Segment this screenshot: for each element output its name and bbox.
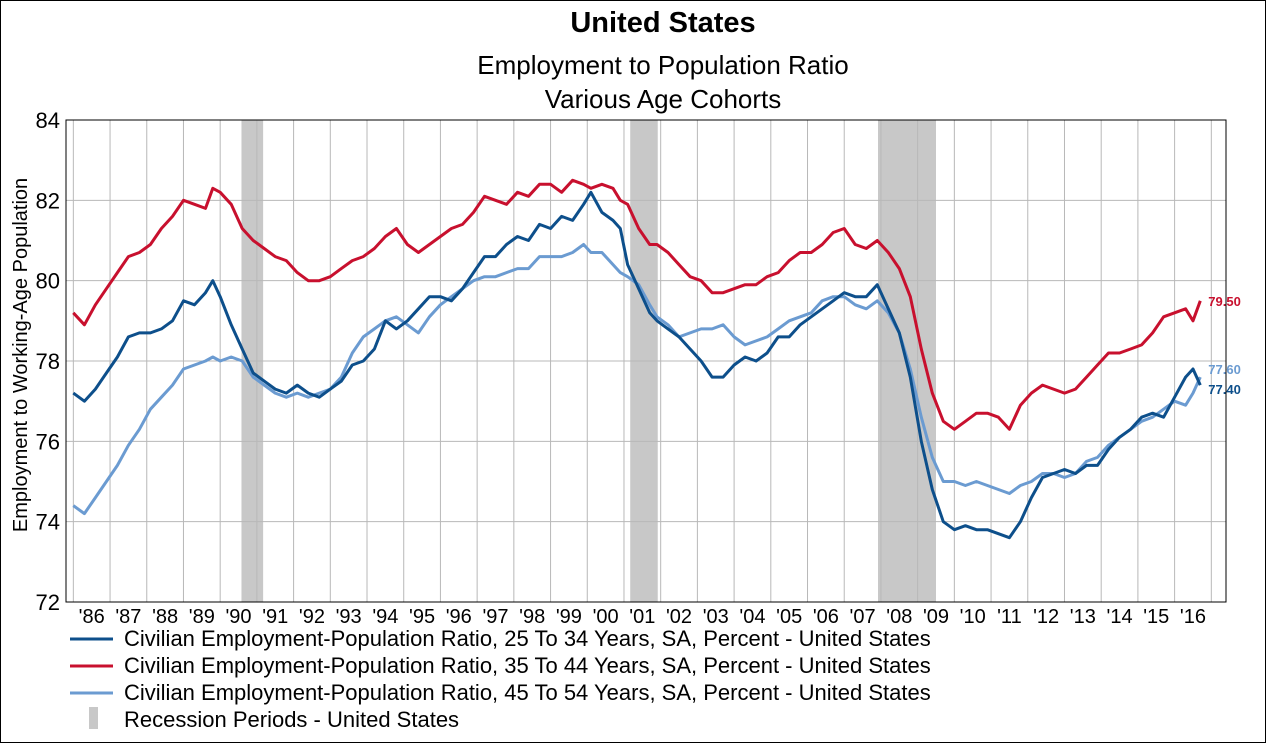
x-tick-label: '91 — [262, 606, 288, 628]
chart-subtitle-line-2: Various Age Cohorts — [545, 84, 782, 114]
legend-entry-label: Civilian Employment-Population Ratio, 35… — [124, 653, 931, 678]
legend: Civilian Employment-Population Ratio, 25… — [70, 626, 931, 732]
x-tick-label: '15 — [1143, 606, 1169, 628]
series-end-label: 79.50 — [1208, 294, 1241, 309]
x-tick-label: '13 — [1070, 606, 1096, 628]
series-line — [72, 190, 1202, 540]
x-tick-label: '04 — [739, 606, 765, 628]
x-tick-label: '16 — [1180, 606, 1206, 628]
x-tick-label: '06 — [813, 606, 839, 628]
x-tick-label: '94 — [372, 606, 398, 628]
x-tick-label: '12 — [1033, 606, 1059, 628]
y-tick-label: 82 — [36, 188, 60, 213]
y-tick-label: 78 — [36, 349, 60, 374]
y-tick-label: 74 — [36, 510, 60, 535]
x-tick-label: '92 — [299, 606, 325, 628]
x-tick-label: '89 — [189, 606, 215, 628]
x-tick-label: '90 — [225, 606, 251, 628]
x-tick-label: '96 — [446, 606, 472, 628]
series-line — [72, 178, 1202, 431]
plot-area: 72 74 76 78 80 82 84 '86 '87 '88 '89 '90 '91 '92 '93 '9… — [36, 108, 1241, 628]
x-tick-label: '87 — [115, 606, 141, 628]
y-tick-label: 76 — [36, 429, 60, 454]
x-tick-label: '11 — [997, 606, 1022, 628]
legend-entry-label: Civilian Employment-Population Ratio, 25… — [124, 626, 931, 651]
x-tick-label: '07 — [850, 606, 876, 628]
y-tick-label: 72 — [36, 590, 60, 615]
x-tick-label: '00 — [593, 606, 619, 628]
x-tick-label: '09 — [923, 606, 949, 628]
y-axis-label: Employment to Working-Age Population — [10, 178, 32, 532]
x-tick-label: '86 — [79, 606, 105, 628]
x-tick-label: '14 — [1107, 606, 1133, 628]
x-tick-label: '05 — [776, 606, 802, 628]
series-line — [72, 243, 1202, 516]
legend-entry-label: Civilian Employment-Population Ratio, 45… — [124, 680, 931, 705]
y-tick-label: 84 — [36, 108, 60, 133]
x-tick-label: '01 — [629, 606, 655, 628]
x-tick-label: '99 — [556, 606, 582, 628]
chart-subtitle-line-1: Employment to Population Ratio — [477, 50, 848, 80]
x-tick-label: '10 — [960, 606, 986, 628]
x-tick-label: '95 — [409, 606, 435, 628]
legend-entry-label: Recession Periods - United States — [124, 707, 459, 732]
y-tick-label: 80 — [36, 269, 60, 294]
legend-swatch — [89, 707, 98, 729]
x-tick-label: '88 — [152, 606, 178, 628]
plot-border — [65, 119, 1227, 603]
x-tick-label: '93 — [336, 606, 362, 628]
series-end-label: 77.40 — [1208, 382, 1241, 397]
chart-title: United States — [570, 7, 755, 39]
x-tick-label: '98 — [519, 606, 545, 628]
x-tick-label: '08 — [886, 606, 912, 628]
x-tick-label: '03 — [703, 606, 729, 628]
x-tick-label: '02 — [666, 606, 692, 628]
x-tick-label: '97 — [482, 606, 508, 628]
series-end-label: 77.60 — [1208, 362, 1241, 377]
